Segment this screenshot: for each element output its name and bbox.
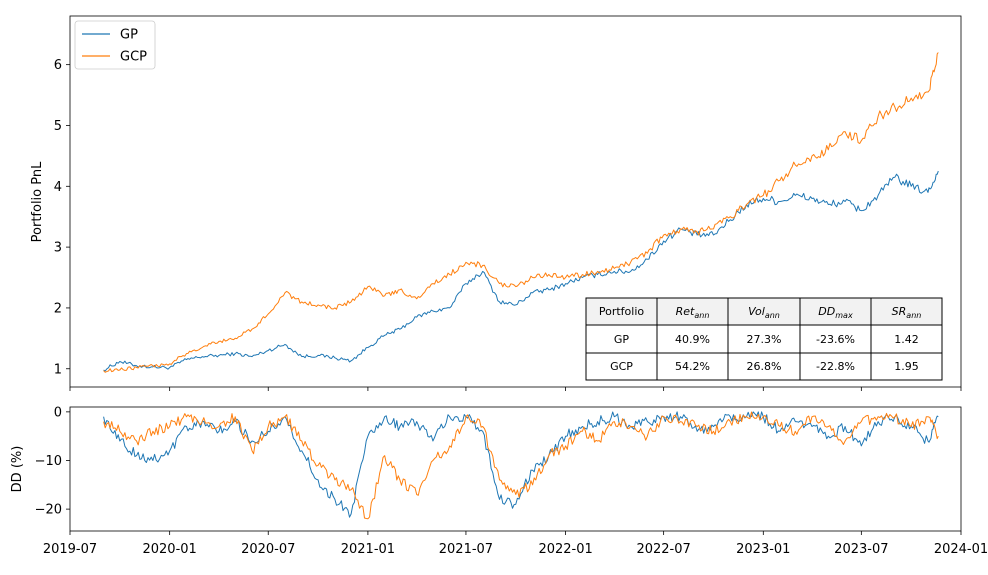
- y-tick-label: 4: [54, 180, 62, 195]
- y-tick-label: 2: [54, 301, 62, 316]
- stats-header-portfolio: Portfolio: [599, 305, 645, 318]
- series-line-gcp: [103, 411, 939, 520]
- x-tick-label: 2023-01: [736, 542, 790, 557]
- legend-gcp-label: GCP: [120, 50, 147, 65]
- stats-cell: 54.2%: [675, 360, 710, 373]
- stats-cell: -22.8%: [816, 360, 855, 373]
- y-tick-label: 3: [54, 241, 62, 256]
- y-tick-label: 0: [54, 405, 62, 420]
- pnl-plot-frame: [69, 15, 962, 388]
- stats-table: Portfolio Retann Volann DDmax SRann GP 4…: [585, 297, 943, 381]
- stats-cell: 40.9%: [675, 333, 710, 346]
- stats-cell: GP: [614, 333, 630, 346]
- y-tick-label: −10: [35, 454, 62, 469]
- pnl-x-ticks: [69, 387, 962, 391]
- x-tick-label: 2020-07: [241, 542, 295, 557]
- dd-y-ticks: 0 −10 −20: [35, 405, 70, 518]
- stats-header-ret: Retann: [676, 305, 710, 320]
- stats-cell: GCP: [610, 360, 633, 373]
- x-tick-label: 2021-07: [439, 542, 493, 557]
- legend: GP GCP: [74, 20, 156, 70]
- stats-table-frame: [585, 297, 943, 381]
- stats-header-vol: Volann: [748, 305, 780, 320]
- legend-gp-label: GP: [120, 28, 138, 43]
- x-tick-label: 2020-01: [142, 542, 196, 557]
- drawdown-panel: 0 −10 −20 2019-07 2020-01 2020-07 2021-01 2021…: [10, 405, 988, 557]
- x-tick-label: 2021-01: [341, 542, 395, 557]
- legend-box: [74, 20, 156, 70]
- stats-cell: 27.3%: [747, 333, 782, 346]
- dd-plot-frame: [69, 406, 962, 532]
- dd-x-ticks: 2019-07 2020-01 2020-07 2021-01 2021-07 2022-…: [43, 531, 988, 557]
- series-line-gp: [103, 170, 939, 372]
- series-line-gp: [103, 411, 939, 518]
- pnl-panel: 1 2 3 4 5 6 Portfolio PnL GP GCP Portfolio Re…: [30, 15, 962, 391]
- stats-cell: 1.95: [894, 360, 919, 373]
- x-tick-label: 2019-07: [43, 542, 97, 557]
- x-tick-label: 2022-01: [538, 542, 592, 557]
- pnl-series: [103, 52, 939, 373]
- dd-series: [103, 411, 939, 520]
- y-tick-label: 6: [54, 58, 62, 73]
- stats-cell: -23.6%: [816, 333, 855, 346]
- x-tick-label: 2024-01: [934, 542, 988, 557]
- stats-cell: 1.42: [894, 333, 919, 346]
- dd-y-axis-label: DD (%): [10, 446, 25, 493]
- y-tick-label: 5: [54, 119, 62, 134]
- stats-header-dd: DDmax: [818, 305, 853, 320]
- stats-cell: 26.8%: [747, 360, 782, 373]
- stats-header-sr: SRann: [892, 305, 922, 320]
- y-tick-label: 1: [54, 362, 62, 377]
- pnl-y-ticks: 1 2 3 4 5 6: [54, 58, 70, 377]
- x-tick-label: 2022-07: [636, 542, 690, 557]
- y-tick-label: −20: [35, 503, 62, 518]
- pnl-y-axis-label: Portfolio PnL: [30, 161, 45, 242]
- series-line-gcp: [103, 52, 939, 373]
- stats-table-header-bg: [586, 298, 942, 325]
- x-tick-label: 2023-07: [834, 542, 888, 557]
